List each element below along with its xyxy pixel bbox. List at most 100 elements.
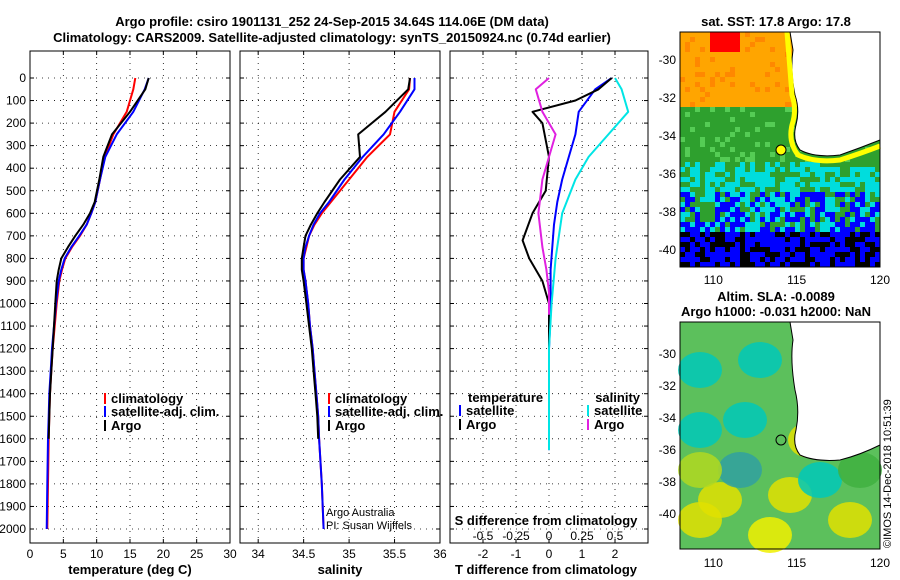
sst-cell [775,187,780,192]
sst-cell [705,122,710,127]
sst-cell [750,82,755,87]
sst-cell [870,262,875,267]
sst-cell [760,252,765,257]
sst-cell [690,77,695,82]
sst-cell [800,252,805,257]
sst-cell [775,227,780,232]
sst-cell [875,207,880,212]
sst-cell [730,212,735,217]
sst-cell [710,97,715,102]
map-lat-label: -30 [659,53,677,67]
sst-cell [790,192,795,197]
sst-cell [765,92,770,97]
sst-cell [765,252,770,257]
sst-cell [860,177,865,182]
sst-cell [795,212,800,217]
sst-cell [705,237,710,242]
sst-cell [730,242,735,247]
sst-cell [695,152,700,157]
sst-cell [850,237,855,242]
sst-cell [865,177,870,182]
sst-cell [735,177,740,182]
depth-tick-label: 1800 [0,477,26,491]
sst-cell [690,262,695,267]
sst-cell [860,262,865,267]
sst-cell [685,187,690,192]
sst-cell [680,247,685,252]
sst-cell [835,237,840,242]
sst-cell [830,257,835,262]
sst-cell [730,252,735,257]
sst-cell [775,247,780,252]
sst-cell [755,237,760,242]
sst-cell [770,172,775,177]
sst-cell [775,262,780,267]
sst-cell [765,177,770,182]
sst-cell [720,222,725,227]
sst-cell [710,57,715,62]
sst-cell [740,152,745,157]
sst-cell [770,232,775,237]
sst-cell [695,107,700,112]
sst-cell [700,247,705,252]
sst-cell [770,252,775,257]
sst-cell [805,212,810,217]
sst-cell [735,152,740,157]
depth-tick-label: 1100 [0,319,26,333]
sst-cell [760,177,765,182]
sst-cell [795,147,800,152]
sst-cell [685,197,690,202]
sst-cell [740,147,745,152]
sst-cell [720,137,725,142]
depth-tick-label: 1400 [0,387,26,401]
sst-cell [765,82,770,87]
sst-cell [680,167,685,172]
sst-cell [680,197,685,202]
sst-cell [815,182,820,187]
sst-cell [720,212,725,217]
sst-cell [765,62,770,67]
sst-cell [700,42,705,47]
sst-cell [680,152,685,157]
sst-cell [730,187,735,192]
sst-cell [795,172,800,177]
sst-cell [820,187,825,192]
sst-cell [705,147,710,152]
sst-cell [695,242,700,247]
sst-cell [770,217,775,222]
sst-cell [710,127,715,132]
sst-cell [865,187,870,192]
sst-cell [695,77,700,82]
sst-cell [720,172,725,177]
sst-cell [735,82,740,87]
sst-cell [785,142,790,147]
sst-cell [745,82,750,87]
difference-legend: temperature salinity satellite Argo sate… [459,390,642,432]
sst-cell [840,237,845,242]
sst-cell [770,122,775,127]
sst-cell [730,122,735,127]
sst-cell [875,242,880,247]
sst-cell [775,257,780,262]
sst-cell [710,207,715,212]
sst-cell [780,142,785,147]
sst-cell [770,117,775,122]
sst-cell [860,212,865,217]
sst-cell [755,167,760,172]
sst-cell [860,172,865,177]
sst-cell [730,247,735,252]
sst-cell [730,147,735,152]
sst-cell [765,72,770,77]
sst-cell [780,227,785,232]
sst-cell [755,232,760,237]
sla-map-title2: Argo h1000: -0.031 h2000: NaN [681,304,871,319]
sst-cell [765,127,770,132]
sst-cell [765,242,770,247]
sst-cell [755,217,760,222]
x-tick-label: 2 [612,547,619,561]
sst-cell [775,202,780,207]
sst-cell [735,142,740,147]
sst-cell [710,157,715,162]
sst-cell [820,177,825,182]
sst-cell [775,177,780,182]
